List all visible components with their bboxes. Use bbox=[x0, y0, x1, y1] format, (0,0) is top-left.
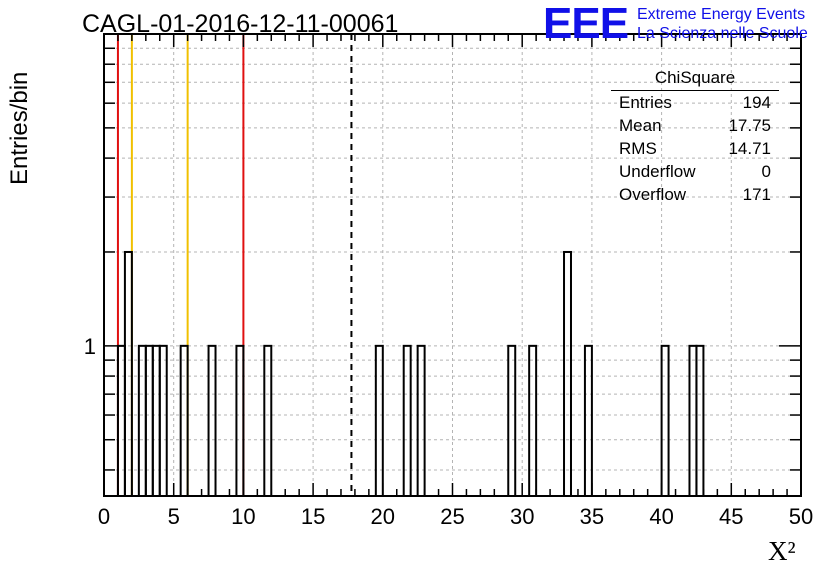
x-tick-label: 10 bbox=[231, 504, 255, 529]
stats-value: 17.75 bbox=[728, 116, 771, 135]
stats-row-mean: Mean 17.75 bbox=[611, 114, 779, 137]
x-tick-label: 15 bbox=[301, 504, 325, 529]
stats-label: Overflow bbox=[619, 185, 687, 204]
histogram-bar bbox=[144, 344, 154, 497]
histogram-bar bbox=[158, 344, 168, 497]
plot-title: CAGL-01-2016-12-11-00061 bbox=[82, 10, 399, 38]
stats-value: 0 bbox=[761, 162, 771, 181]
histogram-bar bbox=[695, 344, 705, 497]
tick-labels: 0 5 10 15 20 25 30 35 40 45 50 1 bbox=[84, 334, 813, 529]
x-tick-label: 35 bbox=[580, 504, 604, 529]
histogram-bar bbox=[235, 344, 245, 497]
x-tick-label: 40 bbox=[649, 504, 673, 529]
x-tick-label: 0 bbox=[98, 504, 110, 529]
stats-label: Mean bbox=[619, 116, 662, 135]
stats-label: Entries bbox=[619, 93, 672, 112]
histogram-bar bbox=[123, 250, 133, 497]
histogram-bar bbox=[116, 344, 126, 497]
histogram-bar bbox=[583, 344, 593, 497]
x-tick-label: 5 bbox=[168, 504, 180, 529]
stats-label: Underflow bbox=[619, 162, 696, 181]
histogram-bar bbox=[207, 344, 217, 497]
histogram-bar bbox=[179, 344, 189, 497]
histogram-bars bbox=[116, 250, 705, 497]
stats-row-entries: Entries 194 bbox=[611, 91, 779, 114]
logo-line-1: Extreme Energy Events bbox=[637, 6, 806, 23]
x-axis-label: X² bbox=[768, 536, 796, 566]
stats-divider bbox=[611, 90, 779, 91]
histogram-bar bbox=[374, 344, 384, 497]
stats-value: 14.71 bbox=[728, 139, 771, 158]
histogram-bar bbox=[528, 344, 538, 497]
x-tick-label: 50 bbox=[789, 504, 813, 529]
stats-row-underflow: Underflow 0 bbox=[611, 160, 779, 183]
eee-logo: EEE bbox=[543, 0, 629, 48]
histogram-bar bbox=[660, 344, 670, 497]
histogram-bar bbox=[688, 344, 698, 497]
histogram-bar bbox=[137, 344, 147, 497]
histogram-bar bbox=[263, 344, 273, 497]
x-tick-label: 45 bbox=[719, 504, 743, 529]
stats-row-rms: RMS 14.71 bbox=[611, 137, 779, 160]
y-axis-label: Entries/bin bbox=[6, 71, 33, 185]
stats-label: RMS bbox=[619, 139, 657, 158]
histogram-bar bbox=[402, 344, 412, 497]
stats-title: ChiSquare bbox=[654, 68, 736, 87]
logo-line-2: La Scienza nelle Scuole bbox=[637, 25, 808, 42]
stats-row-overflow: Overflow 171 bbox=[611, 183, 779, 206]
x-tick-label: 30 bbox=[510, 504, 534, 529]
histogram-bar bbox=[151, 344, 161, 497]
stats-value: 194 bbox=[742, 93, 771, 112]
stats-box: ChiSquare Entries 194 Mean 17.75 RMS 14.… bbox=[611, 66, 779, 206]
histogram-bar bbox=[507, 344, 517, 497]
y-tick-label: 1 bbox=[84, 334, 96, 359]
histogram-bar bbox=[416, 344, 426, 497]
axis-ticks bbox=[103, 34, 802, 496]
x-tick-label: 25 bbox=[440, 504, 464, 529]
stats-value: 171 bbox=[742, 185, 771, 204]
histogram-bar bbox=[563, 250, 572, 497]
x-tick-label: 20 bbox=[371, 504, 395, 529]
